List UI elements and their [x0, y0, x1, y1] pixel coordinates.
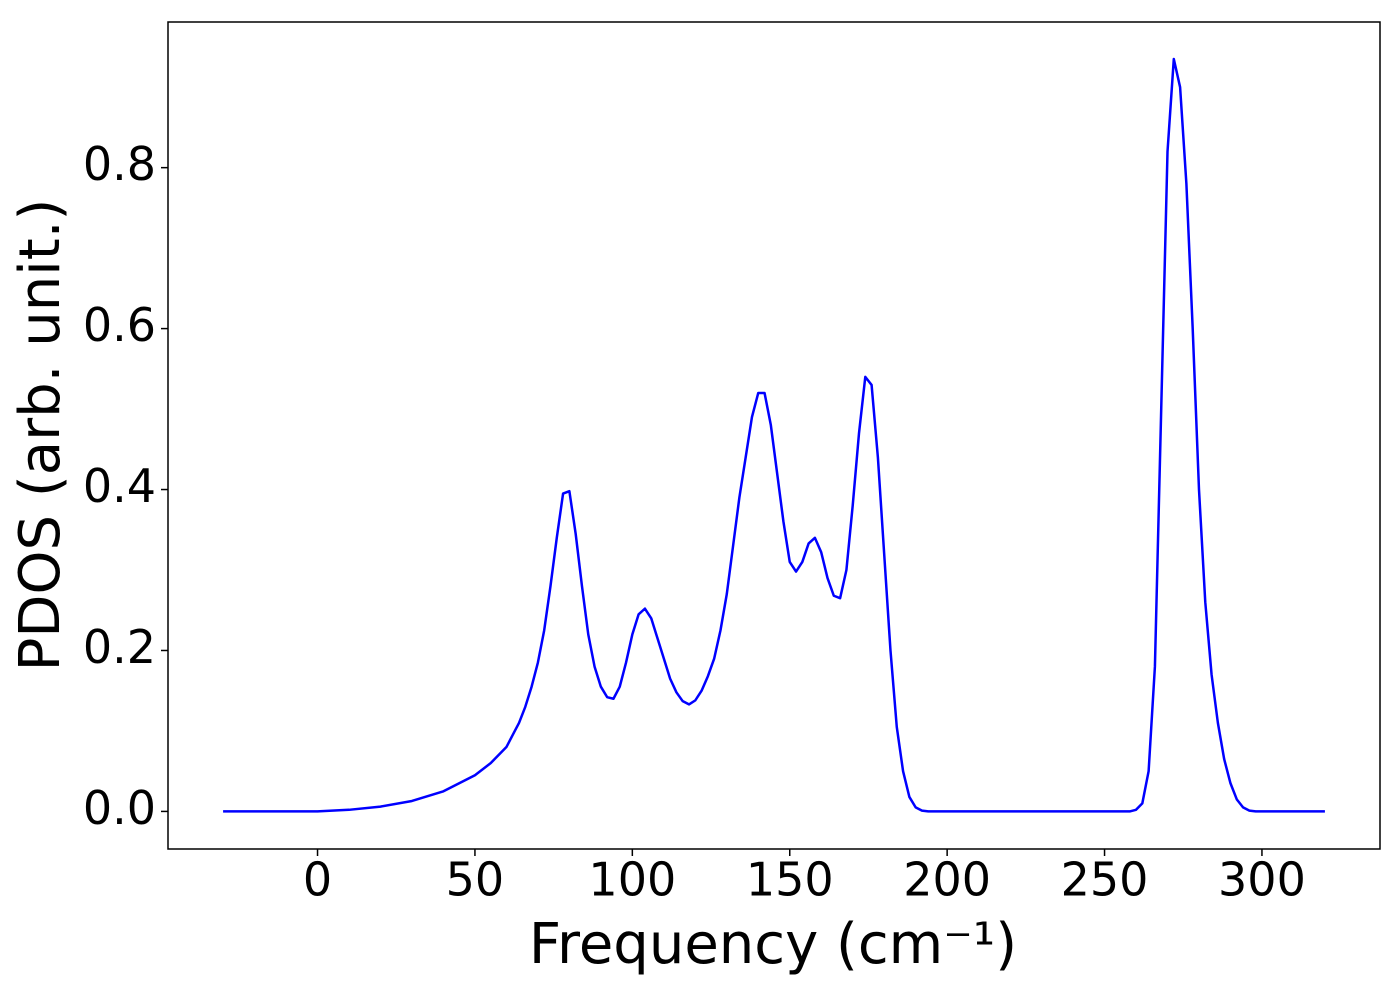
y-tick-label: 0.8: [83, 137, 156, 191]
y-tick-label: 0.0: [83, 781, 156, 835]
y-axis-label: PDOS (arb. unit.): [8, 199, 73, 672]
y-tick-label: 0.2: [83, 620, 156, 674]
x-tick-label: 150: [746, 853, 834, 907]
x-axis-label: Frequency (cm⁻¹): [529, 912, 1017, 977]
plot-frame: [167, 21, 1381, 850]
x-tick-label: 0: [303, 853, 332, 907]
x-tick-label: 200: [903, 853, 991, 907]
y-tick-label: 0.6: [83, 298, 156, 352]
x-tick-label: 300: [1218, 853, 1306, 907]
y-tick-label: 0.4: [83, 459, 156, 513]
x-tick-label: 250: [1061, 853, 1149, 907]
line: [223, 57, 1325, 813]
x-tick-label: 100: [588, 853, 676, 907]
x-tick-label: 50: [446, 853, 505, 907]
